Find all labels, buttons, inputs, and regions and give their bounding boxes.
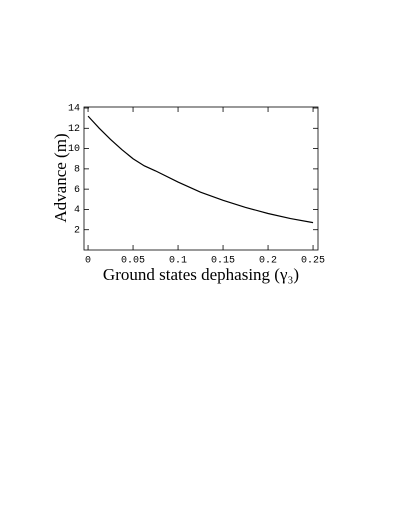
y-tick-label: 8 [74,165,80,176]
y-tick-label: 12 [68,124,80,135]
y-tick-label: 4 [74,205,80,216]
y-tick-label: 14 [68,104,80,115]
line [87,115,314,224]
x-tick-label: 0 [85,256,91,267]
y-axis-label: Advance (m) [51,133,70,222]
x-tick-label: 0.1 [169,256,187,267]
plot-frame [83,106,319,251]
x-tick-label: 0.15 [211,256,235,267]
x-axis-label: Ground states dephasing (γ₃) [103,265,299,284]
x-tick-label: 0.2 [259,256,277,267]
x-tick-label: 0.25 [301,256,325,267]
y-tick-label: 6 [74,185,80,196]
x-tick-label: 0.05 [121,256,145,267]
y-tick-label: 2 [74,225,80,236]
y-tick-label: 10 [68,144,80,155]
